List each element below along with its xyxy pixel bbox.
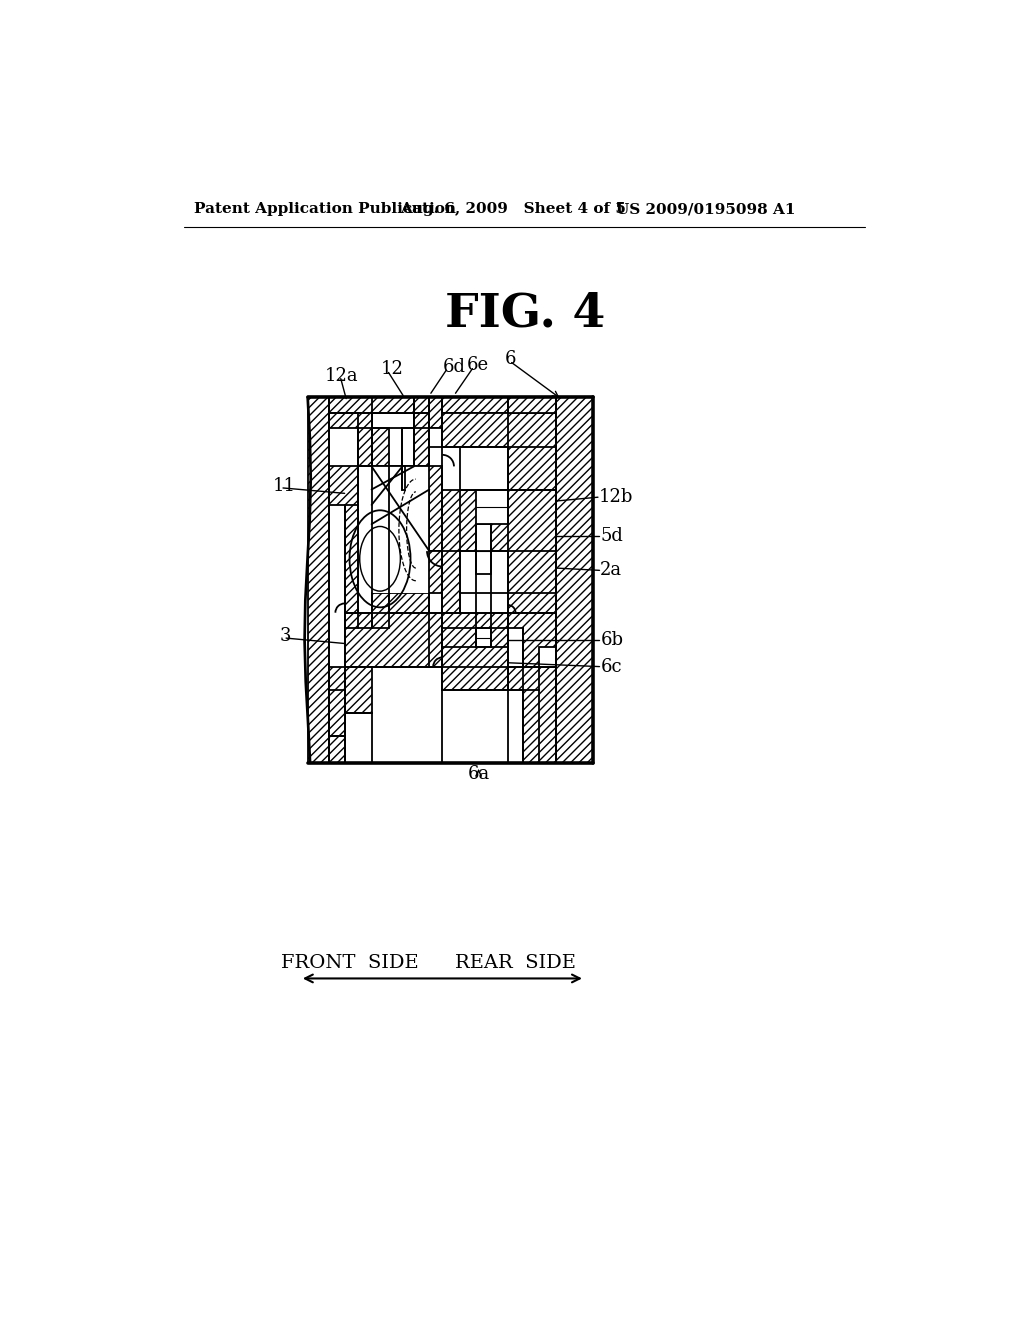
Bar xyxy=(345,667,372,713)
Text: 6a: 6a xyxy=(468,766,489,783)
Bar xyxy=(402,466,406,490)
Text: 5d: 5d xyxy=(600,527,624,545)
Text: REAR  SIDE: REAR SIDE xyxy=(455,954,575,972)
Polygon shape xyxy=(508,612,556,667)
Polygon shape xyxy=(388,552,442,594)
Bar xyxy=(414,412,429,466)
Polygon shape xyxy=(442,397,593,447)
Text: 12b: 12b xyxy=(599,488,633,506)
Text: 6: 6 xyxy=(505,350,516,367)
Polygon shape xyxy=(330,466,357,628)
Bar xyxy=(345,713,372,763)
Bar xyxy=(330,689,345,737)
Polygon shape xyxy=(330,397,429,412)
Polygon shape xyxy=(556,397,593,763)
Polygon shape xyxy=(508,397,556,412)
Polygon shape xyxy=(508,667,556,763)
Bar xyxy=(460,447,508,490)
Text: 12a: 12a xyxy=(325,367,358,384)
Text: 6e: 6e xyxy=(467,356,489,374)
Text: 2a: 2a xyxy=(600,561,623,579)
Bar xyxy=(414,397,429,412)
Text: Patent Application Publication: Patent Application Publication xyxy=(194,202,456,216)
Text: 6c: 6c xyxy=(600,657,622,676)
Text: 12: 12 xyxy=(381,360,403,379)
Bar xyxy=(429,397,442,428)
Polygon shape xyxy=(442,612,508,689)
Text: FIG. 4: FIG. 4 xyxy=(444,290,605,337)
Text: 6d: 6d xyxy=(442,358,466,376)
Polygon shape xyxy=(330,397,429,428)
Polygon shape xyxy=(330,412,372,466)
Polygon shape xyxy=(307,397,330,763)
Polygon shape xyxy=(330,667,357,763)
Bar xyxy=(372,594,388,628)
Text: US 2009/0195098 A1: US 2009/0195098 A1 xyxy=(615,202,796,216)
Polygon shape xyxy=(388,466,442,552)
Bar xyxy=(475,524,490,574)
Bar xyxy=(475,628,490,647)
Text: 3: 3 xyxy=(280,627,291,644)
Text: 6b: 6b xyxy=(600,631,624,648)
Bar xyxy=(388,594,429,612)
Polygon shape xyxy=(442,490,556,612)
Bar xyxy=(372,466,429,594)
Text: 11: 11 xyxy=(273,477,296,495)
Polygon shape xyxy=(357,428,372,466)
Polygon shape xyxy=(345,594,442,667)
Text: FRONT  SIDE: FRONT SIDE xyxy=(282,954,419,972)
Polygon shape xyxy=(442,412,556,490)
Bar xyxy=(429,428,442,447)
Bar xyxy=(372,428,388,466)
Bar xyxy=(475,490,508,524)
Bar xyxy=(402,428,414,466)
Text: Aug. 6, 2009   Sheet 4 of 5: Aug. 6, 2009 Sheet 4 of 5 xyxy=(400,202,626,216)
